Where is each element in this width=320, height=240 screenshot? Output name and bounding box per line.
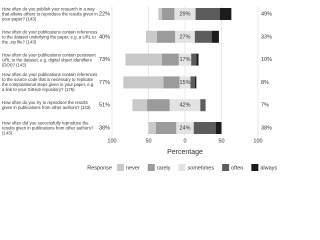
bar-segment bbox=[174, 8, 196, 20]
high-summary-label: 49% bbox=[261, 11, 272, 17]
mid-summary-label: 29% bbox=[179, 11, 190, 17]
x-tick-label: 100 bbox=[107, 138, 116, 144]
bar-segment bbox=[190, 76, 195, 89]
bar-segment bbox=[179, 76, 191, 89]
high-summary-label: 38% bbox=[261, 125, 272, 131]
x-tick-label: 50 bbox=[218, 138, 224, 144]
legend-swatch bbox=[117, 164, 124, 171]
legend-swatch bbox=[147, 164, 155, 171]
bar-segment bbox=[211, 30, 219, 43]
bar-segment bbox=[158, 8, 163, 20]
high-summary-label: 8% bbox=[261, 80, 269, 86]
legend-title: Response bbox=[87, 165, 112, 171]
bar-segment bbox=[148, 122, 156, 134]
low-summary-label: 51% bbox=[99, 103, 110, 109]
bar-segment bbox=[200, 99, 205, 112]
mid-summary-label: 42% bbox=[179, 103, 190, 109]
mid-summary-label: 24% bbox=[179, 125, 190, 131]
bar-segment bbox=[194, 76, 197, 89]
low-summary-label: 22% bbox=[99, 11, 110, 17]
bar-segment bbox=[178, 53, 192, 66]
bar-segment bbox=[163, 76, 180, 89]
low-summary-label: 73% bbox=[99, 57, 110, 63]
bar-segment bbox=[176, 122, 194, 134]
question-label: How often do your publications contain r… bbox=[2, 29, 98, 45]
legend-swatch bbox=[222, 164, 230, 171]
bar-segment bbox=[162, 8, 175, 20]
question-label: How often do your publications contain p… bbox=[2, 52, 96, 68]
bar-segment bbox=[215, 122, 222, 134]
low-summary-label: 40% bbox=[99, 34, 110, 40]
bar-segment bbox=[191, 53, 197, 66]
bar-segment bbox=[175, 30, 195, 43]
bar-segment bbox=[156, 30, 176, 43]
bar-segment bbox=[204, 99, 206, 112]
bar-segment bbox=[132, 99, 148, 112]
mid-summary-label: 27% bbox=[179, 34, 190, 40]
question-label: How often did you successfully reproduce… bbox=[2, 120, 94, 136]
chart-svg: Percentage Response 100 50 0 50 100 22% 29% 49%… bbox=[87, 6, 277, 171]
legend-swatch bbox=[178, 164, 186, 171]
bar-segment bbox=[219, 8, 232, 20]
bar-segment bbox=[155, 122, 177, 134]
bar-segment bbox=[169, 99, 201, 112]
x-tick-label: 50 bbox=[145, 138, 151, 144]
question-label: How often do you publish your research i… bbox=[2, 6, 98, 22]
low-summary-label: 77% bbox=[99, 80, 110, 86]
mid-summary-label: 15% bbox=[179, 80, 190, 86]
bar-segment bbox=[194, 30, 212, 43]
legend-label: never bbox=[126, 165, 140, 171]
question-label: How often do you try to reproduce the re… bbox=[2, 100, 91, 111]
bar-segment bbox=[195, 8, 220, 20]
x-tick-label: 0 bbox=[183, 138, 186, 144]
chart: Percentage Response 100 50 0 50 100 22% 29% 49%… bbox=[2, 6, 277, 171]
bar-segment bbox=[196, 53, 199, 66]
question-label: How often do your publications contain r… bbox=[2, 72, 98, 93]
legend-label: always bbox=[260, 165, 277, 171]
low-summary-label: 38% bbox=[99, 125, 110, 131]
legend-label: rarely bbox=[157, 165, 171, 171]
bar-segment bbox=[147, 99, 170, 112]
high-summary-label: 7% bbox=[261, 103, 269, 109]
bar-segment bbox=[162, 53, 179, 66]
legend-swatch bbox=[251, 164, 259, 171]
bar-segment bbox=[193, 122, 216, 134]
legend-label: sometimes bbox=[188, 165, 215, 171]
high-summary-label: 10% bbox=[261, 57, 272, 63]
x-tick-label: 100 bbox=[253, 138, 262, 144]
high-summary-label: 33% bbox=[261, 34, 272, 40]
x-axis-label: Percentage bbox=[167, 149, 203, 156]
bar-segment bbox=[145, 30, 157, 43]
mid-summary-label: 17% bbox=[179, 57, 190, 63]
bar-segment bbox=[123, 76, 164, 89]
bar-segment bbox=[125, 53, 163, 66]
legend-label: often bbox=[231, 165, 243, 171]
